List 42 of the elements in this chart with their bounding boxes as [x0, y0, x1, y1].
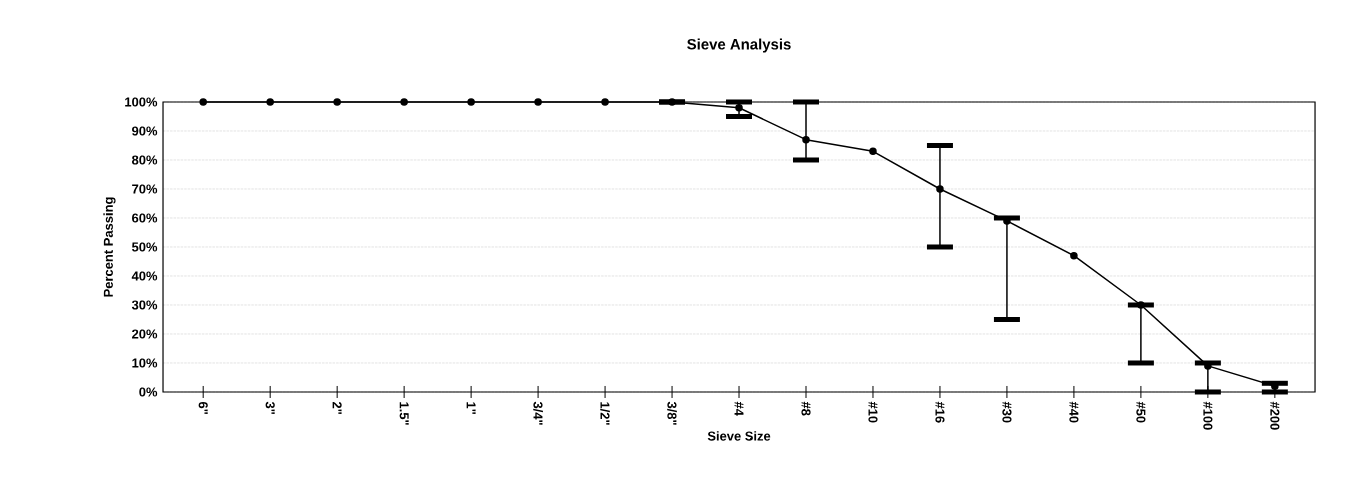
x-tick-label: #8	[801, 401, 811, 416]
y-tick-label: 90%	[132, 126, 158, 136]
y-tick-label: 40%	[131, 271, 158, 281]
y-tick-label: 30%	[131, 300, 158, 310]
y-tick-label: 20%	[132, 329, 158, 339]
x-tick-label: 3/4"	[533, 401, 543, 425]
point	[601, 98, 609, 106]
point	[266, 98, 274, 106]
x-tick-label: 2"	[332, 401, 342, 414]
x-tick-label: #50	[1136, 401, 1146, 423]
point	[534, 98, 542, 106]
y-tick-label: 50%	[131, 242, 158, 252]
y-tick-label: 100%	[125, 97, 158, 107]
y-axis-title: Percent Passing	[103, 197, 116, 297]
point	[936, 185, 944, 193]
y-tick-label: 70%	[132, 184, 158, 194]
x-tick-label: 1.5"	[399, 402, 409, 425]
point	[1070, 251, 1078, 260]
y-tick-label: 10%	[132, 358, 158, 368]
x-tick-label: #10	[868, 401, 878, 423]
x-tick-label: #100	[1203, 401, 1213, 430]
x-tick-label: #16	[935, 401, 945, 423]
x-tick-label: 3"	[265, 401, 275, 414]
x-tick-label: 1/2"	[600, 402, 610, 425]
x-tick-label: 3/8"	[667, 401, 677, 425]
y-tick-label: 0%	[139, 387, 158, 397]
y-tick-label: 80%	[131, 155, 158, 165]
point	[400, 98, 408, 106]
point	[199, 98, 207, 106]
x-tick-label: #30	[1002, 401, 1012, 423]
x-tick-label: 6"	[198, 401, 208, 414]
point	[869, 147, 877, 156]
x-tick-label: 1"	[466, 402, 476, 414]
point	[802, 135, 810, 144]
x-tick-label: #40	[1069, 401, 1079, 423]
y-tick-label: 60%	[132, 213, 158, 223]
chart-title: Sieve Analysis	[687, 38, 791, 53]
x-tick-label: #4	[734, 401, 744, 416]
point	[467, 98, 475, 106]
x-tick-label: #200	[1270, 401, 1280, 430]
point	[333, 98, 341, 106]
x-axis-title: Sieve Size	[707, 431, 771, 441]
